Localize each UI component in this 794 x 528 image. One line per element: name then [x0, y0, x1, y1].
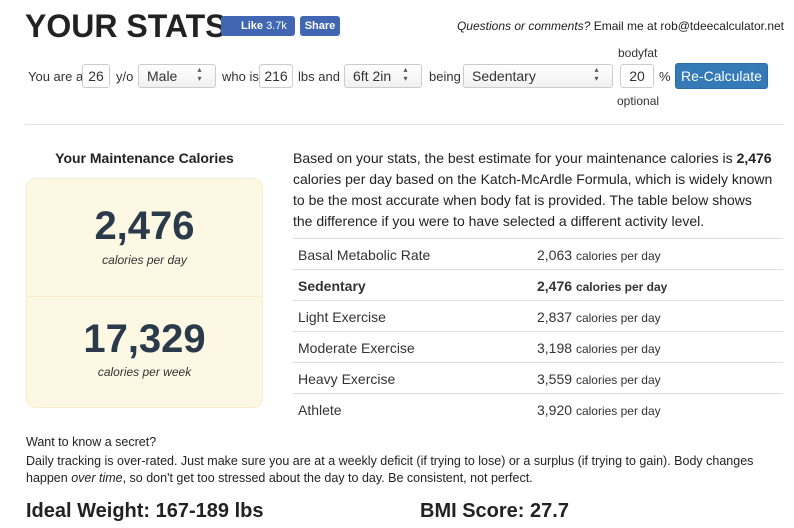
label: bodyfat	[618, 46, 658, 60]
table-row: Basal Metabolic Rate 2,063 calories per d…	[293, 238, 783, 270]
daily-calories: 2,476	[94, 204, 195, 248]
share-button[interactable]: Share	[300, 16, 340, 36]
table-row: Athlete 3,920 calories per day	[293, 393, 783, 425]
like-label: Like	[241, 20, 264, 32]
label: optional	[617, 94, 660, 108]
text: calories per day based on the Katch-McAr…	[293, 171, 773, 229]
table-row: Moderate Exercise 3,198 calories per day	[293, 331, 783, 363]
activity: Athlete	[298, 402, 342, 418]
unit: calories per day	[575, 311, 661, 325]
weight-input[interactable]: 216	[259, 64, 293, 88]
title: YOUR STATS	[25, 8, 227, 44]
recalculate-button[interactable]: Re-Calculate	[675, 63, 768, 89]
activity: Moderate Exercise	[298, 340, 415, 356]
label: You are a	[28, 69, 84, 84]
secret-title: Want to know a secret?	[26, 435, 157, 449]
age-input[interactable]: 26	[82, 64, 110, 88]
unit: calories per day	[575, 280, 668, 294]
maintenance-heading: Your Maintenance Calories	[55, 150, 234, 166]
calories: 3,198 calories per day	[537, 340, 661, 356]
value: 3,198	[537, 340, 573, 356]
weekly-unit: calories per week	[97, 365, 192, 379]
activity: Sedentary	[298, 278, 366, 294]
ideal-weight: Ideal Weight: 167-189 lbs	[26, 500, 264, 522]
bmi-score: BMI Score: 27.7	[420, 500, 569, 522]
question: Questions or comments?	[456, 19, 591, 33]
unit: calories per day	[575, 249, 661, 263]
divider	[25, 124, 784, 125]
activity-select[interactable]: Sedentary	[463, 64, 613, 88]
calories: 2,476 calories per day	[537, 278, 667, 294]
bold-value: 2,476	[736, 150, 772, 166]
value: 3,559	[537, 371, 573, 387]
activity: Heavy Exercise	[298, 371, 396, 387]
bodyfat-input[interactable]: 20	[620, 64, 654, 88]
label: %	[659, 69, 671, 84]
text: Daily tracking is over-rated. Just make …	[26, 454, 754, 485]
label: who is	[222, 69, 259, 84]
calories: 2,837 calories per day	[537, 309, 661, 325]
unit: calories per day	[575, 342, 661, 356]
unit: calories per day	[575, 373, 661, 387]
calories: 3,920 calories per day	[537, 402, 661, 418]
value: 3,920	[537, 402, 573, 418]
italic-text: over time	[71, 471, 123, 485]
like-button[interactable]: Like 3.7k	[221, 16, 295, 36]
height-select[interactable]: 6ft 2in	[344, 64, 422, 88]
like-count: 3.7k	[266, 20, 287, 32]
email-prefix: Email me at	[593, 19, 658, 33]
label: lbs and	[298, 69, 340, 84]
email[interactable]: rob@tdeecalculator.net	[660, 19, 784, 33]
calorie-box: 2,476 calories per day 17,329 calories p…	[26, 178, 263, 408]
unit: calories per day	[575, 404, 661, 418]
activity: Light Exercise	[298, 309, 386, 325]
weekly-calories: 17,329	[83, 317, 206, 361]
calories: 2,063 calories per day	[537, 247, 661, 263]
daily-unit: calories per day	[102, 253, 187, 267]
gender-select[interactable]: Male	[138, 64, 216, 88]
contact: Questions or comments? Email me at rob@t…	[457, 19, 784, 33]
value: 2,476	[537, 278, 573, 294]
secret-text: Daily tracking is over-rated. Just make …	[26, 453, 766, 487]
table-row: Light Exercise 2,837 calories per day	[293, 300, 783, 332]
text: Based on your stats, the best estimate f…	[293, 150, 733, 166]
value: 2,837	[537, 309, 573, 325]
activity: Basal Metabolic Rate	[298, 247, 431, 263]
value: 2,063	[537, 247, 573, 263]
calories: 3,559 calories per day	[537, 371, 661, 387]
description: Based on your stats, the best estimate f…	[293, 148, 773, 232]
label: being	[429, 69, 461, 84]
box-divider	[27, 296, 262, 297]
table-row: Sedentary 2,476 calories per day	[293, 269, 783, 301]
text: , so don't get too stressed about the da…	[122, 471, 533, 485]
table-row: Heavy Exercise 3,559 calories per day	[293, 362, 783, 394]
label: y/o	[116, 69, 134, 84]
